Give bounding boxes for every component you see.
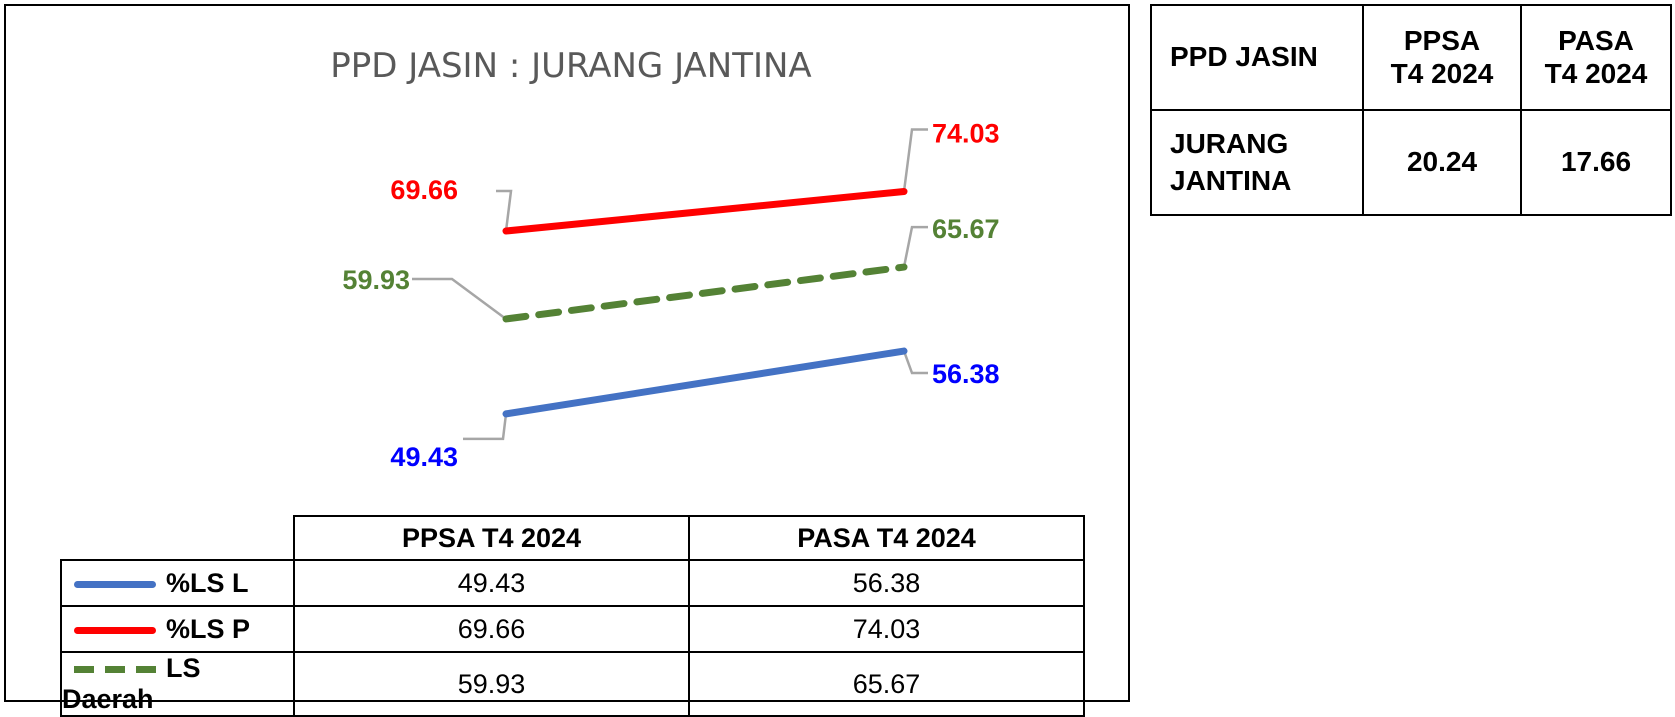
legend-entry: %LS P (60, 605, 295, 653)
table-cell: 49.43 (293, 559, 690, 607)
data-point (503, 411, 509, 417)
data-label: 49.43 (390, 442, 458, 472)
table-cell: 59.93 (293, 651, 690, 717)
data-label: 69.66 (390, 175, 458, 205)
legend-key-green-dashed-line (74, 666, 156, 674)
data-point (901, 264, 907, 270)
legend-label: %LS L (166, 567, 249, 598)
chart-data-table: PPSA T4 2024 PASA T4 2024 %LS L 49.43 56… (60, 515, 1085, 717)
data-table-row: LS Daerah 59.93 65.67 (60, 651, 1085, 717)
data-table-header-row: PPSA T4 2024 PASA T4 2024 (61, 515, 1085, 561)
gap-value: 17.66 (1520, 109, 1672, 216)
data-label: 74.03 (932, 118, 1000, 148)
data-label: 59.93 (342, 265, 410, 295)
data-label: 65.67 (932, 214, 1000, 244)
data-table-row: %LS P 69.66 74.03 (60, 605, 1085, 653)
data-table-corner (61, 516, 294, 561)
legend-entry: LS Daerah (60, 651, 295, 717)
table-cell: 56.38 (688, 559, 1085, 607)
leader-line (902, 350, 928, 375)
table-cell: 65.67 (688, 651, 1085, 717)
data-table-col-header: PASA T4 2024 (688, 515, 1085, 561)
data-label: 56.38 (932, 359, 1000, 389)
table-cell: 69.66 (293, 605, 690, 653)
series-line-ls-l (502, 347, 908, 418)
line-chart: PPD JASIN : JURANG JANTINA 49.43 56.38 69.… (330, 46, 1000, 472)
legend-key-blue-line (74, 580, 156, 588)
leader-line (496, 189, 513, 232)
chart-frame: PPD JASIN : JURANG JANTINA 49.43 56.38 69.… (4, 4, 1130, 717)
gap-summary-table: PPD JASIN PPSA T4 2024 PASA T4 2024 JURANG… (1150, 4, 1672, 216)
gap-table-col-header: PPSA T4 2024 (1362, 4, 1522, 111)
gap-table-row: JURANG JANTINA 20.24 17.66 (1150, 109, 1672, 216)
series-line-ls-p (502, 187, 908, 235)
gap-table-corner: PPD JASIN (1150, 4, 1364, 111)
legend-entry: %LS L (60, 559, 295, 607)
leader-line (463, 413, 508, 441)
gap-value: 20.24 (1362, 109, 1522, 216)
legend-label: %LS P (166, 613, 251, 644)
chart-title: PPD JASIN : JURANG JANTINA (330, 46, 811, 86)
legend-label: LS Daerah (62, 653, 201, 714)
gap-row-label: JURANG JANTINA (1150, 109, 1364, 216)
data-point (901, 348, 907, 354)
data-point (503, 228, 509, 234)
data-table-row: %LS L 49.43 56.38 (60, 559, 1085, 607)
leader-line (902, 225, 928, 268)
data-table-col-header: PPSA T4 2024 (293, 515, 690, 561)
series-line-ls-daerah (502, 263, 908, 323)
gap-table-col-header: PASA T4 2024 (1520, 4, 1672, 111)
leader-line (412, 277, 507, 320)
data-point (901, 188, 907, 194)
data-point (503, 316, 509, 322)
legend-key-red-line (74, 626, 156, 634)
gap-table-header-row: PPD JASIN PPSA T4 2024 PASA T4 2024 (1150, 4, 1672, 111)
table-cell: 74.03 (688, 605, 1085, 653)
leader-line (902, 128, 928, 192)
